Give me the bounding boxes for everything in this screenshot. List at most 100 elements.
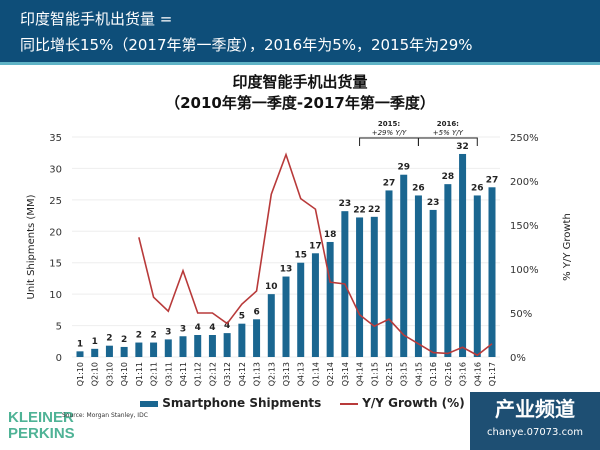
annotation-year: 2016: — [437, 120, 459, 128]
bar — [385, 190, 393, 357]
legend-line-swatch — [340, 402, 358, 405]
bar — [135, 342, 143, 357]
kleiner-perkins-logo: KLEINER PERKINS — [8, 409, 75, 442]
x-tick-label: Q3:16 — [459, 362, 468, 386]
x-tick-label: Q1:11 — [135, 362, 144, 386]
x-tick-label: Q4:14 — [356, 362, 365, 386]
y-tick-label: 5 — [56, 322, 62, 333]
bar-label: 23 — [339, 199, 352, 209]
y-tick-label: 0 — [56, 353, 62, 364]
x-tick-label: Q4:10 — [120, 362, 129, 386]
y-tick-label: 35 — [49, 133, 62, 144]
x-tick-label: Q2:14 — [326, 362, 335, 386]
y-axis-label: Unit Shipments (MM) — [26, 194, 37, 299]
bar-label: 26 — [471, 183, 484, 193]
bar-label: 22 — [353, 205, 366, 215]
bar-label: 27 — [383, 178, 396, 188]
bar-label: 26 — [412, 183, 425, 193]
annotation-bracket — [359, 137, 419, 146]
x-tick-label: Q2:16 — [444, 362, 453, 386]
annotation-bracket — [417, 137, 478, 146]
bar-label: 1 — [92, 337, 98, 347]
bar — [150, 342, 158, 357]
legend-bar-label: Smartphone Shipments — [162, 396, 322, 410]
x-tick-label: Q2:11 — [150, 362, 159, 386]
bar — [120, 346, 128, 357]
y-tick-label: 10 — [49, 290, 62, 301]
legend-line: Y/Y Growth (%) — [340, 396, 465, 410]
bar-label: 1 — [77, 339, 83, 349]
legend-bar: Smartphone Shipments — [140, 396, 321, 410]
y2-tick-label: 50% — [510, 309, 532, 320]
x-tick-label: Q3:15 — [400, 362, 409, 386]
bar — [238, 323, 246, 357]
x-tick-label: Q1:14 — [311, 362, 320, 386]
bar — [223, 333, 231, 357]
bar-label: 17 — [309, 241, 322, 251]
x-tick-label: Q4:12 — [238, 362, 247, 386]
bar-label: 4 — [195, 323, 201, 333]
chart-title-block: 印度智能手机出货量 （2010年第一季度-2017年第一季度） — [0, 72, 600, 114]
bar — [208, 335, 216, 357]
bar — [400, 174, 408, 357]
bar — [164, 339, 172, 357]
bar — [282, 276, 290, 357]
x-tick-label: Q3:14 — [341, 362, 350, 386]
x-tick-label: Q4:16 — [473, 362, 482, 386]
x-tick-label: Q2:10 — [91, 362, 100, 386]
bar — [459, 153, 467, 357]
y-tick-label: 15 — [49, 259, 62, 270]
x-tick-label: Q3:10 — [105, 362, 114, 386]
x-tick-label: Q1:10 — [76, 362, 85, 386]
x-tick-label: Q3:12 — [223, 362, 232, 386]
legend-line-label: Y/Y Growth (%) — [362, 396, 465, 410]
annotation-growth: +5% Y/Y — [433, 129, 464, 137]
y-tick-label: 25 — [49, 196, 62, 207]
bar — [356, 217, 364, 357]
y2-tick-label: 250% — [510, 133, 539, 144]
growth-line — [138, 152, 493, 357]
x-tick-label: Q4:13 — [297, 362, 306, 386]
y2-tick-label: 0% — [510, 353, 526, 364]
annotation-year: 2015: — [378, 120, 400, 128]
header-line-1: 印度智能手机出货量 = — [20, 10, 173, 28]
bar-label: 3 — [165, 327, 171, 337]
bar-label: 27 — [486, 175, 499, 185]
bar — [326, 241, 334, 357]
bar-label: 10 — [265, 282, 278, 292]
watermark-url: chanye.07073.com — [487, 427, 583, 438]
bar-label: 2 — [150, 331, 156, 341]
bar-label: 4 — [224, 321, 230, 331]
bar — [267, 294, 275, 357]
bar-label: 22 — [368, 205, 381, 215]
bar — [444, 184, 452, 357]
bar — [76, 351, 84, 357]
x-tick-label: Q2:12 — [208, 362, 217, 386]
x-tick-label: Q4:11 — [179, 362, 188, 386]
x-tick-label: Q1:16 — [429, 362, 438, 386]
x-tick-label: Q3:11 — [164, 362, 173, 386]
y-tick-label: 20 — [49, 227, 62, 238]
bar-label: 2 — [106, 334, 112, 344]
bar-label: 2 — [136, 331, 142, 341]
bar — [179, 336, 187, 357]
header-line-2: 同比增长15%（2017年第一季度），2016年为5%，2015年为29% — [20, 36, 473, 54]
bar-label: 29 — [397, 163, 410, 173]
bar — [297, 262, 305, 357]
bar-label: 23 — [427, 198, 440, 208]
watermark-text: 产业频道 — [495, 397, 575, 421]
y2-tick-label: 100% — [510, 265, 539, 276]
x-tick-label: Q2:13 — [267, 362, 276, 386]
x-tick-label: Q1:15 — [370, 362, 379, 386]
annotation-growth: +29% Y/Y — [372, 129, 407, 137]
watermark: 产业频道 chanye.07073.com — [470, 392, 600, 450]
bar-label: 2 — [121, 335, 127, 345]
bar-label: 3 — [180, 324, 186, 334]
x-tick-label: Q1:12 — [194, 362, 203, 386]
bar-label: 13 — [280, 265, 293, 275]
chart-subtitle: （2010年第一季度-2017年第一季度） — [165, 94, 435, 112]
y2-tick-label: 200% — [510, 177, 539, 188]
bar — [370, 216, 378, 357]
bar — [91, 348, 99, 357]
